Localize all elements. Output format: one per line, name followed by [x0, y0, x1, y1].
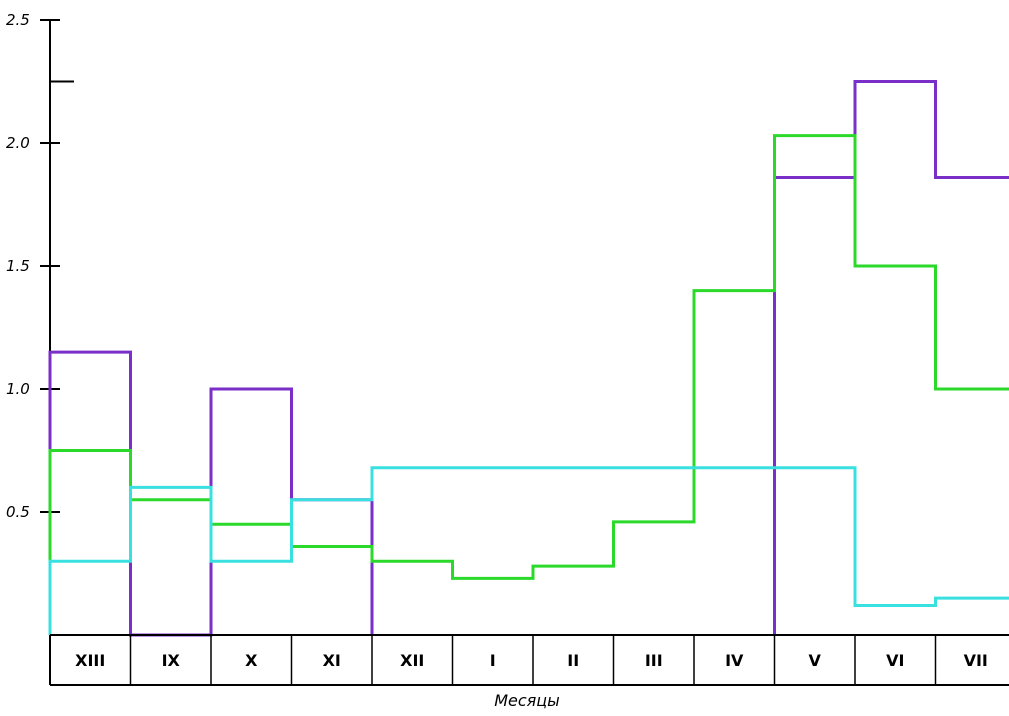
month-label: X	[245, 651, 258, 670]
month-label: XII	[400, 651, 424, 670]
month-label: VII	[964, 651, 988, 670]
month-table: XIII IX X XI XII I II III IV V VI VII	[49, 634, 1009, 686]
y-tick-label: 2.0	[6, 134, 30, 152]
y-tick-label: 1.5	[6, 257, 30, 275]
axes: 0.5 1.0 1.5 2.0 2.5	[6, 11, 74, 685]
month-label: IV	[725, 651, 744, 670]
month-label: III	[645, 651, 663, 670]
month-label: VI	[886, 651, 904, 670]
month-label: IX	[162, 651, 181, 670]
month-label: XI	[323, 651, 341, 670]
month-label: V	[809, 651, 822, 670]
y-tick-label: 1.0	[6, 380, 30, 398]
series-layer	[48, 80, 1009, 637]
series-3-step-line	[48, 466, 1009, 635]
month-label: XIII	[75, 651, 105, 670]
month-label: I	[490, 651, 496, 670]
month-label: II	[567, 651, 579, 670]
y-tick-label: 0.5	[6, 503, 30, 521]
series-1-step-line	[773, 80, 1009, 635]
series-2-step-line	[48, 134, 1009, 635]
x-axis-label: Месяцы	[494, 691, 560, 710]
y-tick-label: 2.5	[6, 11, 30, 29]
